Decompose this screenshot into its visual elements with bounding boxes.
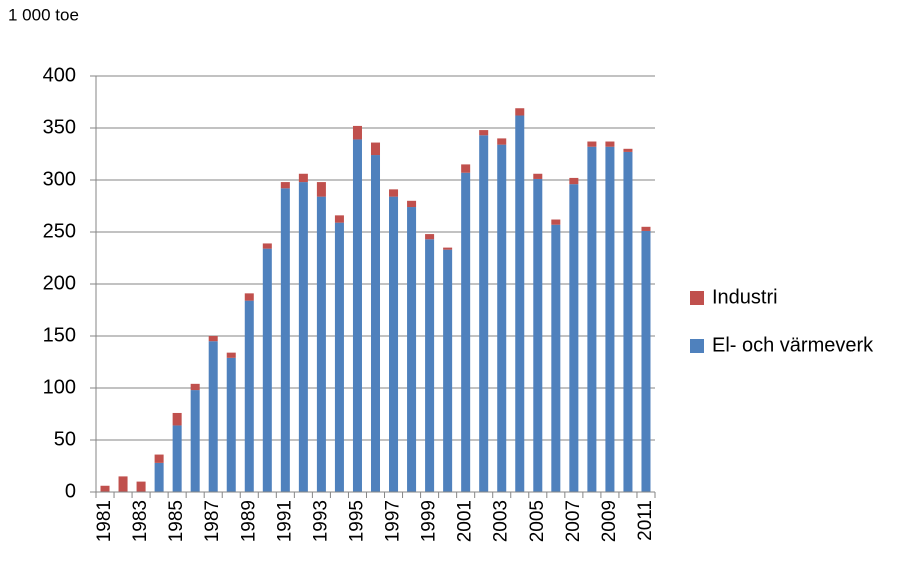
x-tick-label: 1997 xyxy=(383,500,404,542)
legend-swatch xyxy=(690,339,704,353)
y-tick-label: 0 xyxy=(65,480,76,502)
x-tick-label: 2007 xyxy=(563,500,584,542)
bar-segment xyxy=(208,341,218,492)
bar-segment xyxy=(154,454,164,463)
x-tick-label: 2011 xyxy=(635,500,656,541)
bar-segment xyxy=(551,219,561,225)
bar-segment xyxy=(407,200,417,208)
bar-segment xyxy=(533,173,543,179)
bar-segment xyxy=(262,243,272,249)
bar-segment xyxy=(389,196,399,492)
bar-segment xyxy=(623,151,633,493)
bar-segment xyxy=(605,141,615,147)
bar-segment xyxy=(461,164,471,173)
bar-segment xyxy=(443,247,453,250)
y-tick-label: 300 xyxy=(43,168,76,190)
bar-segment xyxy=(226,352,236,358)
bar-segment xyxy=(334,222,344,492)
y-tick-label: 50 xyxy=(54,428,76,450)
bar-segment xyxy=(407,207,417,493)
bar-segment xyxy=(136,481,146,492)
bar-segment xyxy=(641,226,651,231)
legend-label: El- och värmeverk xyxy=(712,334,874,356)
bar-segment xyxy=(443,249,453,492)
bar-segment xyxy=(569,177,579,185)
x-tick-label: 2009 xyxy=(599,500,620,542)
y-tick-label: 400 xyxy=(43,64,76,86)
bar-segment xyxy=(479,130,489,136)
bar-segment xyxy=(425,234,435,240)
y-axis-label: 1 000 toe xyxy=(8,5,79,24)
bar-segment xyxy=(623,148,633,152)
legend-swatch xyxy=(690,291,704,305)
bar-segment xyxy=(425,239,435,492)
y-tick-label: 150 xyxy=(43,324,76,346)
bar-segment xyxy=(172,425,182,492)
bar-segment xyxy=(172,412,182,426)
bar-segment xyxy=(533,178,543,492)
y-tick-label: 250 xyxy=(43,220,76,242)
bar-segment xyxy=(551,224,561,492)
x-tick-label: 1983 xyxy=(130,500,151,542)
y-tick-label: 100 xyxy=(43,376,76,398)
bar-segment xyxy=(497,138,507,145)
legend-label: Industri xyxy=(712,286,778,308)
bar-segment xyxy=(370,142,381,156)
x-tick-label: 1985 xyxy=(166,500,187,542)
bar-segment xyxy=(370,155,381,493)
x-tick-label: 1987 xyxy=(202,500,223,542)
bar-segment xyxy=(515,108,525,116)
bar-segment xyxy=(389,189,399,197)
x-tick-label: 1995 xyxy=(346,500,367,542)
bar-segment xyxy=(298,173,308,183)
bar-segment xyxy=(280,182,290,189)
bar-segment xyxy=(461,172,471,492)
bar-segment xyxy=(334,215,344,223)
bar-segment xyxy=(641,230,651,492)
bar-segment xyxy=(605,146,615,492)
bar-segment xyxy=(190,390,200,492)
bar-segment xyxy=(226,357,236,492)
bar-segment xyxy=(497,144,507,492)
bar-segment xyxy=(208,336,218,342)
bar-segment xyxy=(298,182,308,492)
bar-segment xyxy=(280,188,290,492)
bar-segment xyxy=(352,139,362,492)
x-tick-label: 1989 xyxy=(238,500,259,542)
bar-segment xyxy=(587,146,597,492)
x-tick-label: 1981 xyxy=(94,500,115,542)
bar-segment xyxy=(316,196,326,492)
x-tick-label: 2001 xyxy=(455,500,476,542)
bar-segment xyxy=(244,293,254,301)
bar-segment xyxy=(569,184,579,492)
bar-segment xyxy=(515,115,525,493)
bar-segment xyxy=(587,141,597,147)
bar-segment xyxy=(352,125,362,140)
bar-segment xyxy=(100,485,110,492)
x-tick-label: 1991 xyxy=(274,500,295,542)
bar-segment xyxy=(118,476,128,492)
y-tick-label: 350 xyxy=(43,116,76,138)
bar-segment xyxy=(190,383,200,391)
bar-segment xyxy=(316,182,326,197)
x-tick-label: 2003 xyxy=(491,500,512,542)
x-tick-label: 2005 xyxy=(527,500,548,542)
x-tick-label: 1993 xyxy=(310,500,331,542)
bar-segment xyxy=(479,135,489,492)
y-tick-label: 200 xyxy=(43,272,76,294)
x-tick-label: 1999 xyxy=(419,500,440,542)
bar-segment xyxy=(244,300,254,492)
bar-segment xyxy=(154,462,164,492)
bar-segment xyxy=(262,248,272,492)
